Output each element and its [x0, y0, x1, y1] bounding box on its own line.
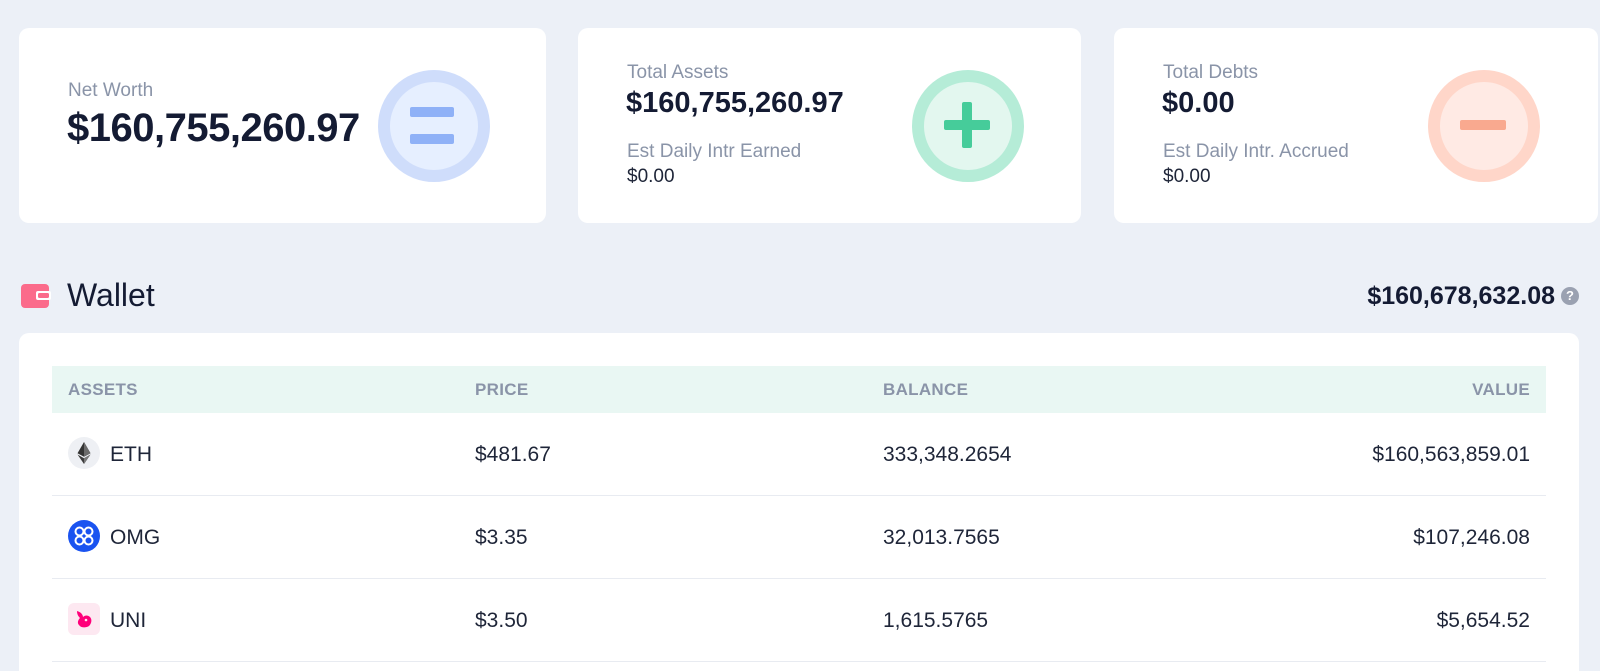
asset-balance: 1,615.5765 — [883, 609, 989, 632]
wallet-total-value: $160,678,632.08 — [1367, 282, 1555, 310]
equals-icon — [378, 70, 490, 182]
net-worth-label: Net Worth — [68, 80, 154, 101]
est-daily-interest-accrued-label: Est Daily Intr. Accrued — [1163, 141, 1349, 162]
asset-balance: 32,013.7565 — [883, 526, 1000, 549]
column-header-balance[interactable]: BALANCE — [883, 380, 969, 399]
summary-cards: Net Worth $160,755,260.97 Total Assets $… — [19, 28, 1598, 223]
help-icon[interactable]: ? — [1561, 287, 1579, 305]
table-row[interactable]: OMG $3.35 32,013.7565 $107,246.08 — [52, 496, 1546, 579]
asset-name: UNI — [110, 609, 147, 632]
omg-icon — [68, 520, 100, 552]
column-header-assets[interactable]: ASSETS — [68, 380, 138, 399]
asset-value: $5,654.52 — [1436, 609, 1530, 632]
uniswap-icon — [68, 603, 100, 635]
asset-price: $481.67 — [475, 443, 551, 466]
total-assets-card: Total Assets $160,755,260.97 Est Daily I… — [578, 28, 1081, 223]
est-daily-interest-accrued-value: $0.00 — [1163, 166, 1211, 187]
asset-value: $160,563,859.01 — [1372, 443, 1530, 466]
total-debts-value: $0.00 — [1162, 87, 1235, 119]
column-header-value[interactable]: VALUE — [1472, 380, 1530, 399]
wallet-title: Wallet — [67, 277, 155, 313]
net-worth-value: $160,755,260.97 — [67, 106, 360, 150]
est-daily-interest-earned-value: $0.00 — [627, 166, 675, 187]
asset-value: $107,246.08 — [1413, 526, 1530, 549]
total-debts-card: Total Debts $0.00 Est Daily Intr. Accrue… — [1114, 28, 1598, 223]
table-header: ASSETS PRICE BALANCE VALUE — [52, 366, 1546, 413]
column-header-price[interactable]: PRICE — [475, 380, 529, 399]
asset-price: $3.50 — [475, 609, 528, 632]
net-worth-card: Net Worth $160,755,260.97 — [19, 28, 546, 223]
wallet-table-card: ASSETS PRICE BALANCE VALUE ETH $481.67 — [19, 333, 1579, 671]
asset-balance: 333,348.2654 — [883, 443, 1012, 466]
asset-name: OMG — [110, 526, 161, 549]
wallet-table: ASSETS PRICE BALANCE VALUE ETH $481.67 — [52, 366, 1546, 662]
table-row[interactable]: ETH $481.67 333,348.2654 $160,563,859.01 — [52, 413, 1546, 496]
total-assets-value: $160,755,260.97 — [626, 87, 844, 119]
total-assets-label: Total Assets — [627, 62, 729, 83]
asset-price: $3.35 — [475, 526, 528, 549]
total-debts-label: Total Debts — [1163, 62, 1259, 83]
plus-icon — [912, 70, 1024, 182]
table-row[interactable]: UNI $3.50 1,615.5765 $5,654.52 — [52, 579, 1546, 662]
est-daily-interest-earned-label: Est Daily Intr Earned — [627, 141, 802, 162]
wallet-icon — [21, 284, 51, 313]
minus-icon — [1428, 70, 1540, 182]
asset-name: ETH — [110, 443, 152, 466]
wallet-header: Wallet $160,678,632.08 ? — [19, 274, 1579, 318]
ethereum-icon — [68, 437, 100, 469]
